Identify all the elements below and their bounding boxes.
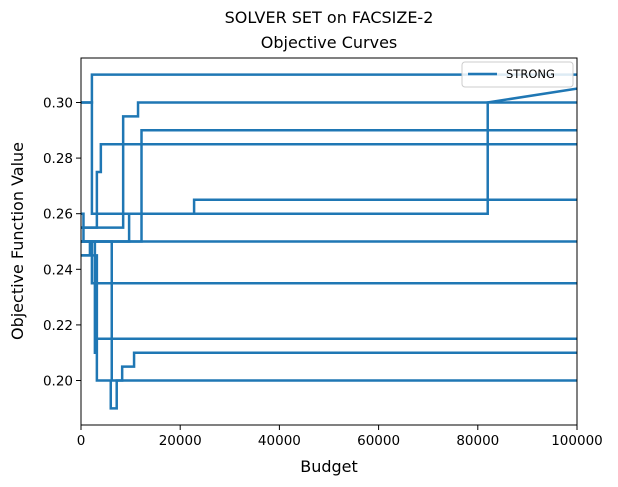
y-tick-label-5: 0.30 xyxy=(43,95,73,111)
series-group xyxy=(81,73,577,410)
x-tick-label-3: 60000 xyxy=(357,433,400,449)
series-line-5 xyxy=(81,142,577,229)
y-axis-label: Objective Function Value xyxy=(8,142,27,340)
series-line-10 xyxy=(81,254,577,410)
legend: STRONG xyxy=(461,61,574,88)
series-line-6 xyxy=(81,198,577,243)
y-tick-label-1: 0.22 xyxy=(43,318,73,334)
legend-frame xyxy=(461,61,574,88)
plot-area: 0 20000 40000 60000 80000 100000 0.20 0.22 0.24 0… xyxy=(43,57,603,449)
y-tick-label-0: 0.20 xyxy=(43,374,73,390)
x-tick-label-0: 0 xyxy=(77,433,86,449)
x-tick-label-4: 80000 xyxy=(456,433,499,449)
series-line-4 xyxy=(81,129,577,243)
chart-subtitle: Objective Curves xyxy=(261,33,398,52)
series-line-11 xyxy=(81,240,577,382)
y-tick-label-3: 0.26 xyxy=(43,207,73,223)
x-tick-label-1: 20000 xyxy=(159,433,202,449)
series-line-9 xyxy=(81,240,577,354)
series-line-2 xyxy=(81,87,577,215)
y-tick-label-4: 0.28 xyxy=(43,151,73,167)
series-line-7 xyxy=(81,212,577,243)
axes-frame xyxy=(80,57,578,426)
x-tick-label-5: 100000 xyxy=(551,433,603,449)
series-line-8 xyxy=(81,240,577,285)
chart-title: SOLVER SET on FACSIZE-2 xyxy=(225,8,434,27)
y-tick-label-2: 0.24 xyxy=(43,262,73,278)
legend-label-strong: STRONG xyxy=(506,67,555,81)
x-tick-label-2: 40000 xyxy=(258,433,301,449)
series-line-3 xyxy=(81,101,577,229)
x-axis-label: Budget xyxy=(300,457,358,476)
